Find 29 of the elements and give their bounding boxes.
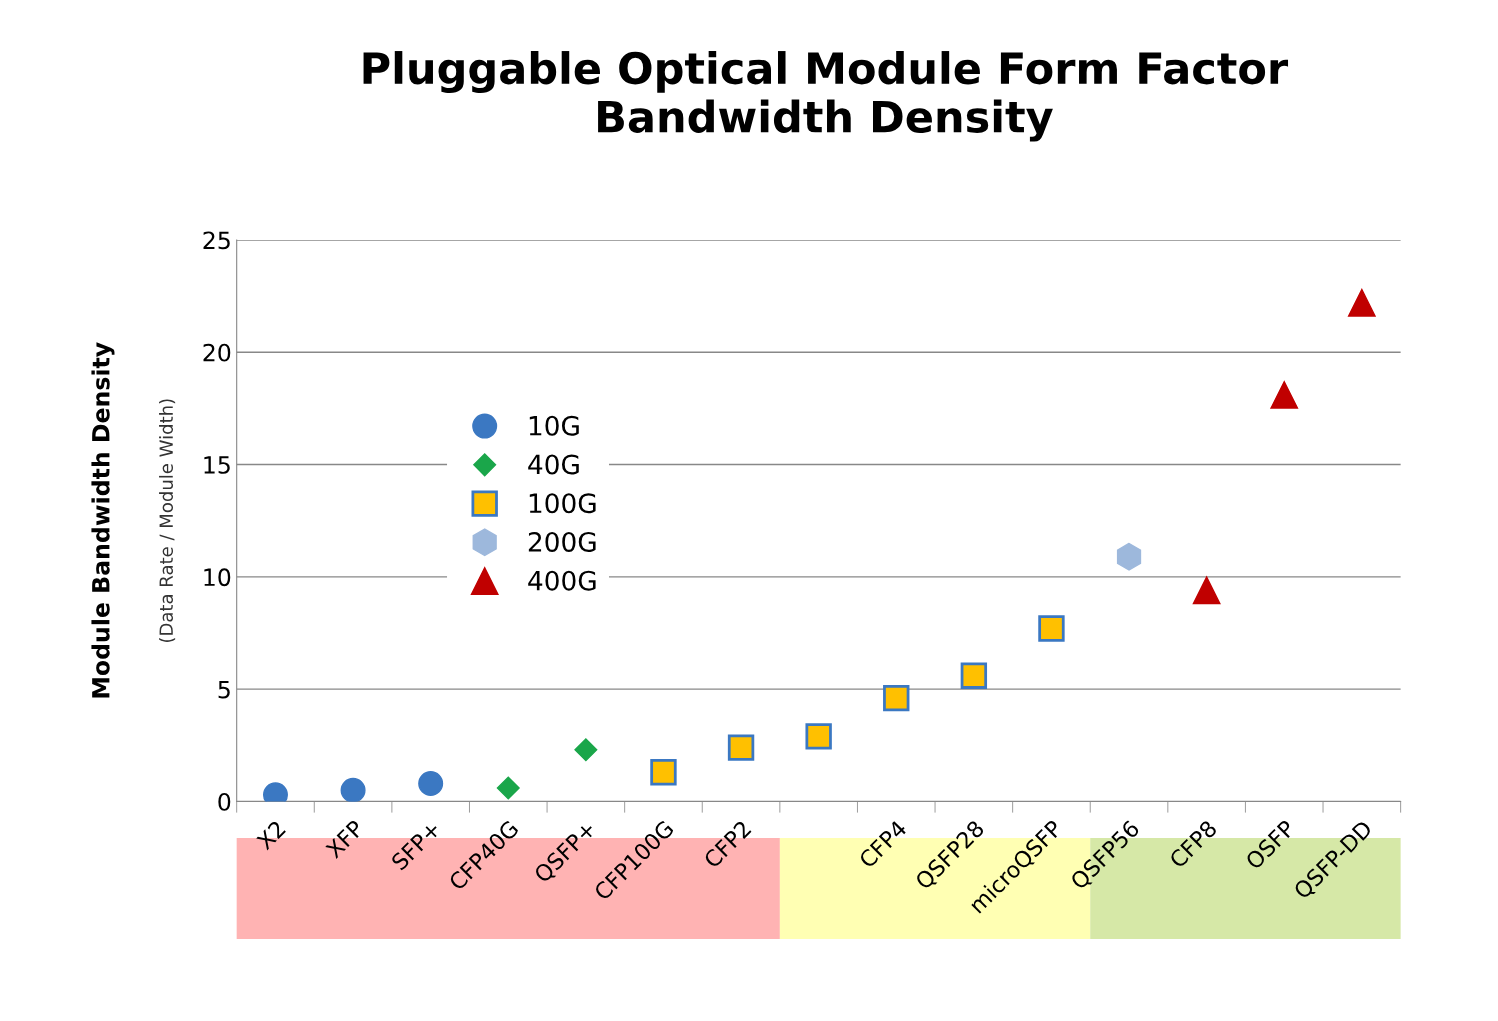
point (1192, 576, 1221, 605)
point (1116, 542, 1142, 571)
point (727, 734, 755, 761)
point (574, 738, 598, 762)
y-tick-label: 20 (203, 343, 231, 362)
point (1038, 615, 1065, 642)
point (418, 771, 444, 797)
chart-title: Pluggable Optical Module Form Factor Bandwidth Density (363, 51, 1289, 142)
legend-label: 40G (528, 454, 579, 475)
x-tick-label: X2 (255, 820, 286, 851)
point (650, 759, 677, 786)
y-tick-label: 5 (218, 680, 230, 699)
y-axis-title: Module Bandwidth Density (91, 342, 115, 698)
legend-label: 100G (529, 493, 596, 514)
text: (Data Rate / Module Width) (159, 399, 176, 643)
point (496, 776, 520, 800)
point (960, 662, 988, 689)
y-tick-label: 25 (203, 231, 230, 250)
point (340, 777, 366, 802)
legend-label: 10G (529, 415, 579, 436)
y-tick-label: 15 (204, 456, 230, 474)
y-tick-label: 10 (204, 568, 231, 587)
legend-label: 200G (528, 531, 596, 552)
legend-label: 400G (528, 570, 596, 591)
point (883, 684, 910, 712)
point (1347, 288, 1376, 317)
point (805, 723, 832, 750)
point (1270, 381, 1299, 409)
y-tick-label: 0 (218, 792, 231, 811)
